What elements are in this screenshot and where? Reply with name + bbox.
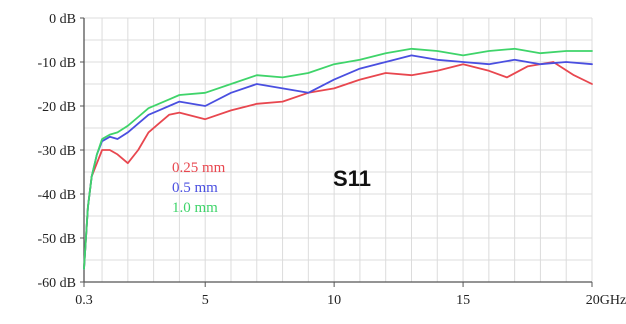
legend-item-2: 0.5 mm	[172, 180, 218, 196]
series-line-1	[83, 61, 593, 270]
x-tick-label: 20GHz	[586, 293, 626, 308]
series-line-2	[83, 54, 593, 270]
x-tick-label: 5	[202, 293, 209, 308]
x-tick-label: 10	[327, 293, 341, 308]
grid	[84, 17, 593, 283]
y-tick-label: 0 dB	[49, 12, 76, 27]
tick-labels: 0 dB -10 dB -20 dB -30 dB -40 dB -50 dB -60 dB…	[38, 12, 626, 308]
y-tick-label: -10 dB	[38, 56, 77, 71]
y-tick-label: -50 dB	[38, 232, 77, 247]
y-tick-label: -20 dB	[38, 100, 77, 115]
y-tick-label: -30 dB	[38, 144, 77, 159]
series-lines	[83, 47, 593, 270]
y-tick-label: -60 dB	[38, 276, 77, 291]
legend: 0.25 mm 0.5 mm 1.0 mm	[172, 160, 226, 216]
x-tick-label: 15	[456, 293, 470, 308]
chart-title: S11	[333, 166, 371, 191]
y-tick-label: -40 dB	[38, 188, 77, 203]
x-tick-label: 0.3	[75, 293, 93, 308]
legend-item-3: 1.0 mm	[172, 200, 218, 216]
series-line-3	[83, 47, 593, 270]
legend-item-1: 0.25 mm	[172, 160, 226, 176]
